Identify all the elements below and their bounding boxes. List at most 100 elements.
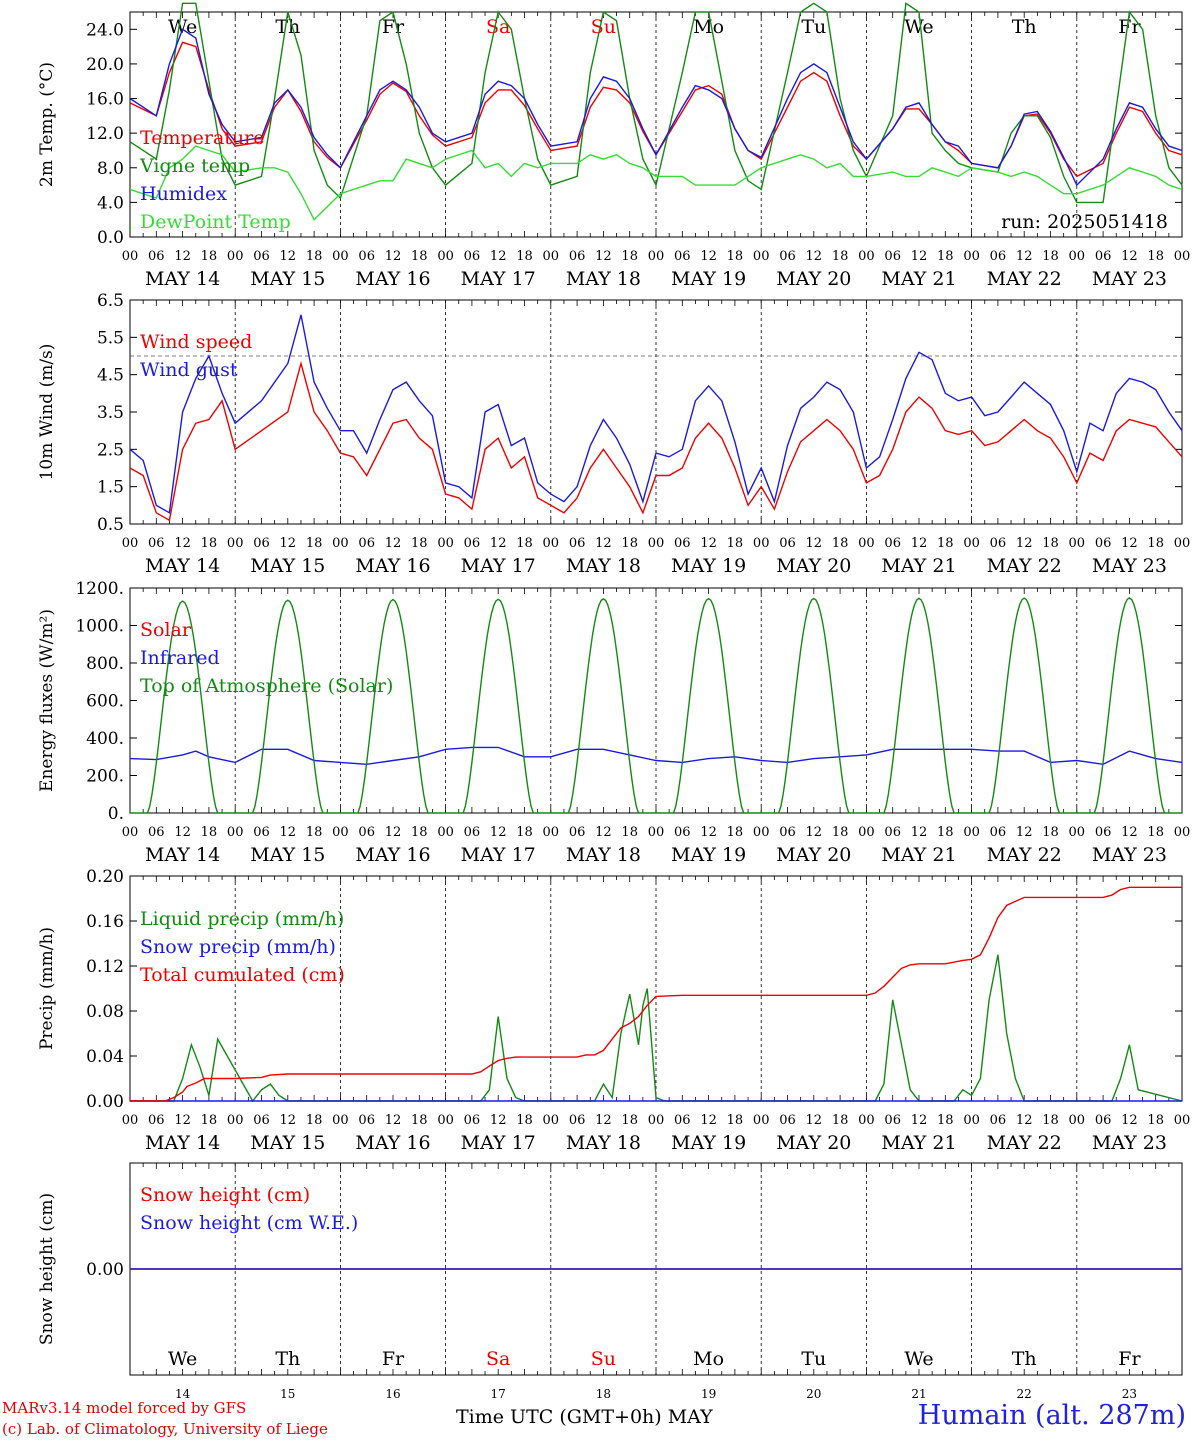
day-number-label: 18	[596, 1387, 611, 1401]
hour-tick-label: 12	[700, 249, 717, 264]
hour-tick-label: 12	[174, 825, 191, 840]
y-tick-label: 0.04	[86, 1047, 124, 1067]
footer-model-credit: MARv3.14 model forced by GFS	[2, 1399, 247, 1417]
wind-gust-line	[129, 314, 1183, 514]
y-tick-label: 0.5	[97, 515, 124, 535]
date-label: MAY 16	[355, 1132, 430, 1154]
hour-tick-label: 00	[122, 1113, 139, 1128]
time-axis-label: Time UTC (GMT+0h) MAY	[456, 1406, 713, 1428]
y-tick-label: 2.5	[97, 440, 124, 460]
date-label: MAY 22	[987, 555, 1062, 577]
hour-tick-label: 12	[490, 825, 507, 840]
hour-tick-label: 12	[1016, 825, 1033, 840]
hour-tick-label: 12	[1016, 249, 1033, 264]
day-of-week-label: Tu	[801, 1348, 826, 1370]
legend-entry: Snow precip (mm/h)	[140, 936, 336, 958]
y-tick-label: 16.0	[86, 90, 124, 110]
y-tick-label: 400.	[86, 729, 124, 749]
hour-tick-label: 06	[779, 1113, 796, 1128]
y-tick-label: 8.0	[97, 159, 124, 179]
date-label: MAY 19	[671, 555, 746, 577]
hour-tick-label: 00	[858, 249, 875, 264]
hour-tick-label: 18	[411, 536, 428, 551]
hour-tick-label: 18	[1042, 1113, 1059, 1128]
day-number-label: 19	[701, 1387, 716, 1401]
hour-tick-label: 00	[227, 536, 244, 551]
hour-tick-label: 06	[464, 1113, 481, 1128]
hour-tick-label: 00	[1174, 1113, 1191, 1128]
hour-tick-label: 06	[990, 1113, 1007, 1128]
hour-tick-label: 06	[674, 1113, 691, 1128]
date-label: MAY 16	[355, 555, 430, 577]
hour-tick-label: 00	[1174, 249, 1191, 264]
hour-tick-label: 06	[569, 536, 586, 551]
legend-entry: Liquid precip (mm/h)	[140, 908, 344, 930]
hour-tick-label: 06	[253, 536, 270, 551]
hour-tick-label: 12	[595, 536, 612, 551]
legend-entry: Top of Atmosphere (Solar)	[140, 675, 393, 697]
hour-tick-label: 06	[464, 536, 481, 551]
dewpoint-temp-line	[129, 145, 1183, 221]
top-of-atmosphere-solar-line	[130, 597, 1182, 814]
hour-tick-label: 00	[753, 249, 770, 264]
day-number-label: 14	[175, 1387, 191, 1401]
hour-tick-label: 06	[358, 249, 375, 264]
hour-tick-label: 00	[122, 536, 139, 551]
station-name: Humain (alt. 287m)	[917, 1400, 1186, 1431]
hour-tick-label: 06	[779, 825, 796, 840]
hour-tick-label: 00	[648, 1113, 665, 1128]
hour-tick-label: 00	[1069, 1113, 1086, 1128]
day-of-week-label: Tu	[801, 16, 826, 38]
hour-tick-label: 12	[280, 536, 297, 551]
day-of-week-label: Th	[1012, 16, 1037, 38]
hour-tick-label: 12	[806, 825, 823, 840]
date-label: MAY 23	[1092, 555, 1167, 577]
date-label: MAY 18	[566, 555, 641, 577]
date-label: MAY 17	[461, 1132, 536, 1154]
vigne-temp-line	[129, 2, 1183, 204]
hour-tick-label: 00	[1069, 249, 1086, 264]
date-label: MAY 21	[881, 555, 956, 577]
date-label: MAY 19	[671, 268, 746, 290]
humidex-line	[129, 28, 1183, 187]
hour-tick-label: 06	[779, 536, 796, 551]
hour-tick-label: 18	[727, 825, 744, 840]
hour-tick-label: 12	[595, 825, 612, 840]
y-tick-label: 0.12	[86, 957, 124, 977]
hour-tick-label: 12	[1121, 249, 1138, 264]
day-of-week-label: We	[904, 1348, 933, 1370]
day-number-label: 22	[1017, 1387, 1032, 1401]
energy-plot-frame	[129, 587, 1183, 814]
hour-tick-label: 18	[411, 1113, 428, 1128]
hour-tick-label: 18	[201, 1113, 218, 1128]
infrared-line	[129, 746, 1183, 766]
hour-tick-label: 00	[227, 1113, 244, 1128]
date-label: MAY 14	[145, 555, 220, 577]
hour-tick-label: 06	[358, 1113, 375, 1128]
hour-tick-label: 12	[911, 536, 928, 551]
hour-tick-label: 18	[516, 249, 533, 264]
y-tick-label: 6.5	[97, 291, 124, 311]
hour-tick-label: 18	[516, 1113, 533, 1128]
hour-tick-label: 12	[911, 825, 928, 840]
hour-tick-label: 12	[911, 1113, 928, 1128]
date-label: MAY 18	[566, 844, 641, 866]
wind-speed-line	[129, 360, 1183, 522]
hour-tick-label: 12	[1121, 536, 1138, 551]
hour-tick-label: 00	[543, 825, 560, 840]
day-of-week-label: Sa	[486, 1348, 510, 1370]
hour-tick-label: 06	[1095, 536, 1112, 551]
hour-tick-label: 18	[727, 536, 744, 551]
hour-tick-label: 18	[832, 1113, 849, 1128]
precip-y-axis-label: Precip (mm/h)	[37, 927, 57, 1050]
hour-tick-label: 12	[280, 1113, 297, 1128]
date-label: MAY 20	[776, 555, 851, 577]
hour-tick-label: 00	[648, 536, 665, 551]
legend-entry: Snow height (cm)	[140, 1184, 310, 1206]
hour-tick-label: 00	[332, 536, 349, 551]
hour-tick-label: 06	[358, 536, 375, 551]
date-label: MAY 23	[1092, 268, 1167, 290]
legend-entry: Solar	[140, 619, 192, 641]
hour-tick-label: 00	[227, 249, 244, 264]
